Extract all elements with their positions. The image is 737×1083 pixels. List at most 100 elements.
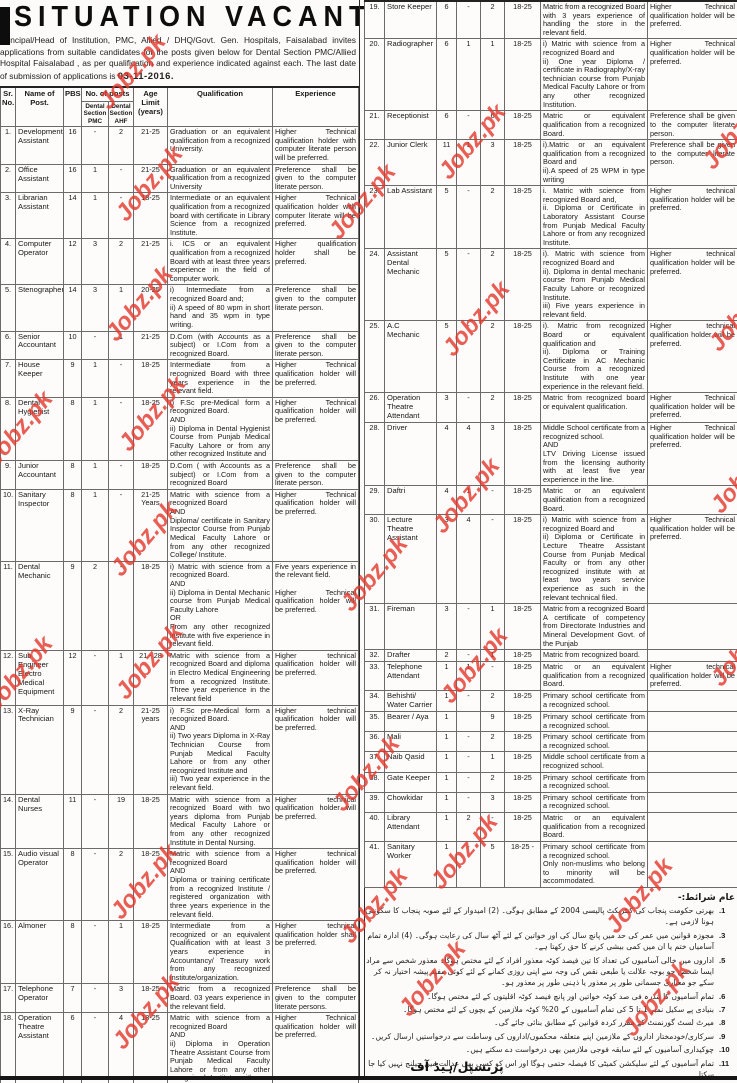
cell-post: Telephone Attendant [384,661,437,692]
cell-ahf: 19 [108,793,134,850]
cell-post: Dental Hygienist [15,396,64,462]
cell-ahf: - [480,661,505,692]
cell-post: Computer Operator [15,238,64,286]
cell-pmc: - [81,848,109,922]
cell-sr: 9. [0,460,16,490]
table-row: 17. Telephone Operator 7 - 3 18-25 Matri… [0,983,359,1014]
cell-experience: Higher qualification holder shall be pre… [272,238,359,286]
table-row: 34. Behishti/ Water Carrier 1 - 2 18-25 … [364,690,737,712]
cell-sr: 28. [364,422,385,487]
intro-text: Principal/Head of Institution, PMC, Alli… [0,35,356,81]
cell-age: 18-25 [133,192,168,240]
cell-qualification: i) Matric with science from a recognized… [540,514,648,605]
header-age: Age Limit (years) [133,86,168,128]
cell-ahf: - [108,163,134,194]
cell-pmc: 2 [81,560,109,651]
cell-ahf: 1 [480,38,505,112]
signature-block: پرنسپل/ہیڈ آف انسٹیٹیوشن پی ایم سی/الائی… [372,1055,542,1083]
cell-experience: Higher technical qualification holder wi… [647,185,737,250]
cell-qualification: Graduation or an equivalent qualificatio… [167,163,273,194]
cell-sr: 3. [0,192,16,240]
cell-ahf: - [480,485,505,516]
cell-sr: 6. [0,330,16,361]
cell-ahf: 1 [108,284,134,332]
cell-pmc: - [456,731,481,753]
cell-ahf: 2 [480,0,505,40]
cell-post: Sanitary Worker [384,840,437,888]
table-row: 5. Stenographer 14 3 1 20-25 i) Intermed… [0,284,359,332]
cell-ahf: 5 [480,840,505,888]
cell-pbs: 6 [63,1012,82,1083]
cell-post: Sub Engineer Electro Medical Equipment [15,649,64,706]
cell-pmc: - [456,185,481,250]
cell-pmc: - [456,248,481,322]
table-row: 26. Operation Theatre Attendant 3 - 2 18… [364,392,737,424]
cell-experience: Preference shall be given to the compute… [272,460,359,490]
cell-experience: Preference shall be given to the compute… [272,163,359,194]
cell-ahf: 2 [108,126,134,165]
cell-ahf: 2 [480,185,505,250]
condition-item: .6 تمام آسامیوں کا پندرہ فی صد کوٹہ خوات… [364,991,733,1002]
cell-post: Library Attendant [384,812,437,842]
cell-pbs: 8 [63,488,82,562]
cell-qualification: i. ICS or an equivalent qualification fr… [167,238,273,286]
table-row: 11. Dental Mechanic 9 2 - 18-25 i) Matri… [0,560,359,651]
cell-pmc: 1 [81,359,109,398]
table-row: 41. Sanitary Worker 1 - 5 18-25 - Primar… [364,840,737,888]
cell-ahf: 1 [480,649,505,663]
cell-sr: 14. [0,793,16,850]
cell-pmc: - [456,0,481,40]
condition-number: .6 [719,991,726,1001]
cell-pbs: 3 [436,603,457,651]
cell-age: 18-25 [504,690,541,712]
cell-ahf: 2 [480,731,505,753]
cell-experience [647,603,737,651]
cell-age: 18-25 [504,139,541,187]
cell-experience: Higher Technical qualification holder wi… [272,396,359,462]
cell-qualification: Matric with science from a recognized Bo… [167,1012,273,1083]
cell-sr: 12. [0,649,16,706]
general-conditions-section: عام شرائط:- .1 بھرتی حکومت پنجاب کی کنٹر… [364,893,737,1083]
cell-ahf: 1 [108,649,134,706]
cell-ahf: 2 [480,771,505,793]
condition-text: بنیادی پے سکیل نمبر 1 تا 5 کی تمام آسامی… [402,1005,714,1015]
table-row: 15. Audio visual Operator 8 - 2 18-25 Ma… [0,848,359,922]
cell-ahf: - [108,396,134,462]
cell-ahf: 2 [108,848,134,922]
cell-ahf: 1 [480,603,505,651]
condition-number: .8 [719,1018,726,1028]
cell-pbs: 12 [63,238,82,286]
cell-age: 18-25 [504,320,541,394]
cell-pbs: 14 [63,192,82,240]
table-row: 35. Bearer / Aya 1 9 18-25 Primary schoo… [364,710,737,733]
general-conditions-heading: عام شرائط:- [677,892,735,903]
cell-pmc: - [456,320,481,394]
cell-experience: Higher Technical qualification holder wi… [647,392,737,424]
cell-age: 18-25 [504,0,541,40]
header-exp: Experience [272,86,359,128]
cell-post: Naib Qasid [384,751,437,773]
cell-age: 18-25 [133,560,168,651]
table-row: 39. Chowkidar 1 - 3 18-25 Primary school… [364,791,737,814]
cell-ahf: 1 [108,920,134,985]
table-row: 8. Dental Hygienist 8 1 - 18-25 i) F.Sc … [0,396,359,462]
cell-age: 18-25 [133,920,168,985]
cell-age: 18-25 [504,248,541,322]
cell-age: 18-25 [504,649,541,663]
cell-age: 18-25 [504,422,541,487]
table-body-left: 1. Development Assistant 16 - 2 21-25 Gr… [0,126,359,1083]
cell-pbs: 12 [63,649,82,706]
cell-age: 18-25 [504,791,541,814]
cell-ahf: - [480,514,505,605]
cell-sr: 37. [364,751,385,773]
cell-ahf: 4 [108,1012,134,1083]
title-bar: SITUATION VACANT [0,1,365,45]
cell-ahf: 2 [108,238,134,286]
cell-age: 18-25 [504,514,541,605]
cell-pmc: 3 [81,238,109,286]
cell-post: Fireman [384,603,437,651]
cell-experience: Higher Technical qualification holder wi… [272,192,359,240]
cell-age: 18-25 [133,848,168,922]
cell-pmc: 1 [81,396,109,462]
cell-sr: 2. [0,163,16,194]
